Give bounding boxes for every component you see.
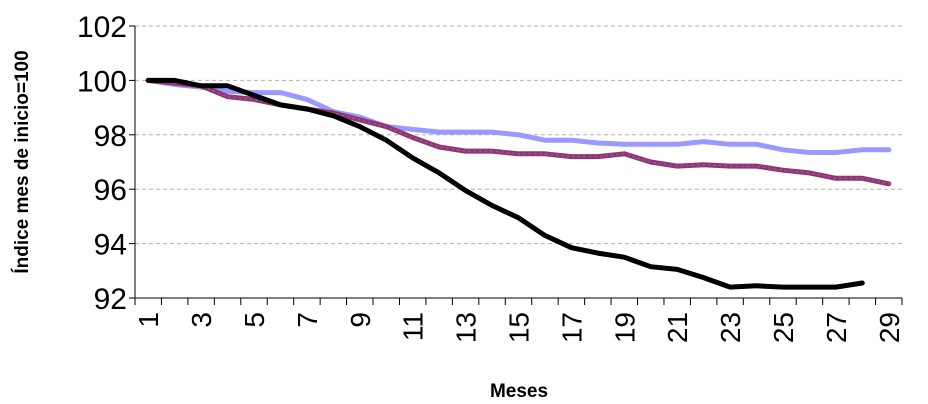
x-tick-label: 19	[609, 312, 640, 343]
gridlines	[135, 25, 902, 245]
y-tick-label: 96	[94, 174, 127, 207]
x-tick-label: 1	[133, 312, 164, 328]
axes	[129, 25, 903, 305]
x-tick-label: 5	[239, 312, 270, 328]
y-tick-label: 102	[77, 11, 127, 44]
series-line-1	[145, 77, 892, 155]
y-tick-label: 98	[94, 120, 127, 153]
series-line-3	[145, 77, 865, 290]
y-tick-label: 100	[77, 65, 127, 98]
x-tick-label: 7	[292, 312, 323, 328]
x-tick-label: 27	[821, 312, 852, 343]
x-tick-label: 11	[398, 312, 429, 341]
x-tick-label: 3	[186, 312, 217, 328]
x-tick-label: 25	[768, 312, 799, 343]
x-tick-label: 23	[715, 312, 746, 343]
series-lines	[145, 77, 892, 290]
y-tick-label: 94	[94, 229, 127, 262]
x-tick-label: 17	[556, 312, 587, 343]
x-tick-label: 9	[345, 312, 376, 328]
y-axis-title: Índice mes de inicio=100	[11, 50, 33, 273]
x-axis-title: Meses	[490, 381, 548, 402]
x-tick-labels: 1 3 5 7 9 11 13 15 17 19 21 23 25 27 29	[133, 312, 905, 343]
x-tick-label: 13	[451, 312, 482, 343]
y-tick-labels: 92 94 96 98 100 102	[77, 11, 127, 316]
x-tick-label: 21	[662, 312, 693, 343]
y-tick-label: 92	[94, 283, 127, 316]
x-tick-label: 29	[874, 312, 905, 343]
x-tick-label: 15	[504, 312, 535, 343]
